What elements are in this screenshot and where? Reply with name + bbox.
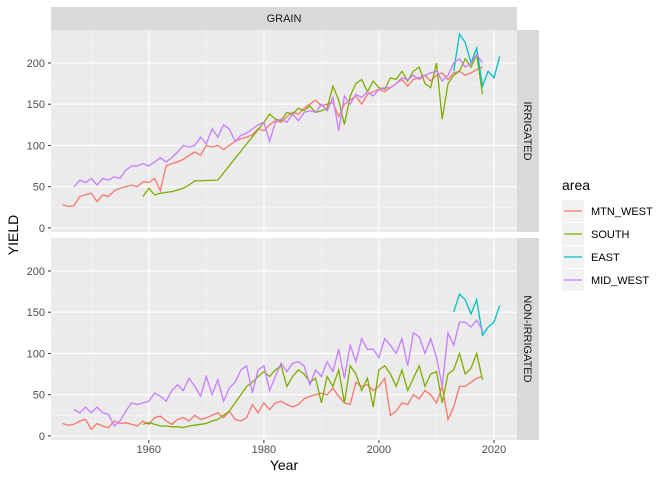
x-axis: 1960 1980 2000 2020 [137, 440, 506, 456]
facet-row-strip-non-irrigated [517, 238, 539, 440]
panel-irrigated-lines [62, 32, 501, 208]
panel-irrigated-grid [51, 30, 517, 232]
series-line-east [453, 292, 501, 338]
y-tick-label: 100 [27, 348, 45, 360]
y-tick-label: 50 [33, 390, 45, 402]
series-line-mtn-west [62, 66, 483, 208]
y-tick-label: 0 [39, 223, 45, 235]
x-tick-label: 2000 [367, 444, 391, 456]
y-tick-label: 0 [39, 431, 45, 443]
legend-title: area [562, 177, 590, 193]
y-tick-label: 50 [33, 182, 45, 194]
legend: MTN_WEST SOUTH EAST MID_WEST [562, 200, 653, 291]
facet-row-label-irrigated: IRRIGATED [521, 101, 533, 160]
x-axis-title: Year [270, 457, 299, 473]
series-line-south [142, 351, 484, 429]
facet-column-strip [51, 7, 517, 30]
series-line-mtn-west [62, 375, 483, 431]
y-tick-label: 150 [27, 307, 45, 319]
facet-row-strip-irrigated [517, 30, 539, 232]
x-tick-label: 2020 [482, 444, 506, 456]
series-line-east [453, 32, 501, 89]
panel-non-irrigated-lines [62, 292, 501, 431]
y-axis-title: YIELD [5, 215, 21, 255]
x-tick-label: 1960 [137, 444, 161, 456]
legend-label: SOUTH [591, 229, 630, 241]
y-tick-label: 150 [27, 99, 45, 111]
y-tick-label: 100 [27, 140, 45, 152]
x-tick-label: 1980 [252, 444, 276, 456]
legend-label: MID_WEST [591, 275, 649, 287]
legend-label: EAST [591, 252, 620, 264]
y-tick-label: 200 [27, 266, 45, 278]
series-line-mid-west [73, 319, 484, 428]
panel-irrigated-background [51, 30, 517, 232]
series-line-mid-west [73, 53, 484, 188]
y-axis-irrigated: 0 50 100 150 200 [27, 58, 51, 235]
facet-column-label: GRAIN [267, 13, 302, 25]
y-tick-label: 200 [27, 58, 45, 70]
legend-label: MTN_WEST [591, 206, 653, 218]
facet-row-label-non-irrigated: NON-IRRIGATED [521, 295, 533, 382]
y-axis-non-irrigated: 0 50 100 150 200 [27, 266, 51, 443]
